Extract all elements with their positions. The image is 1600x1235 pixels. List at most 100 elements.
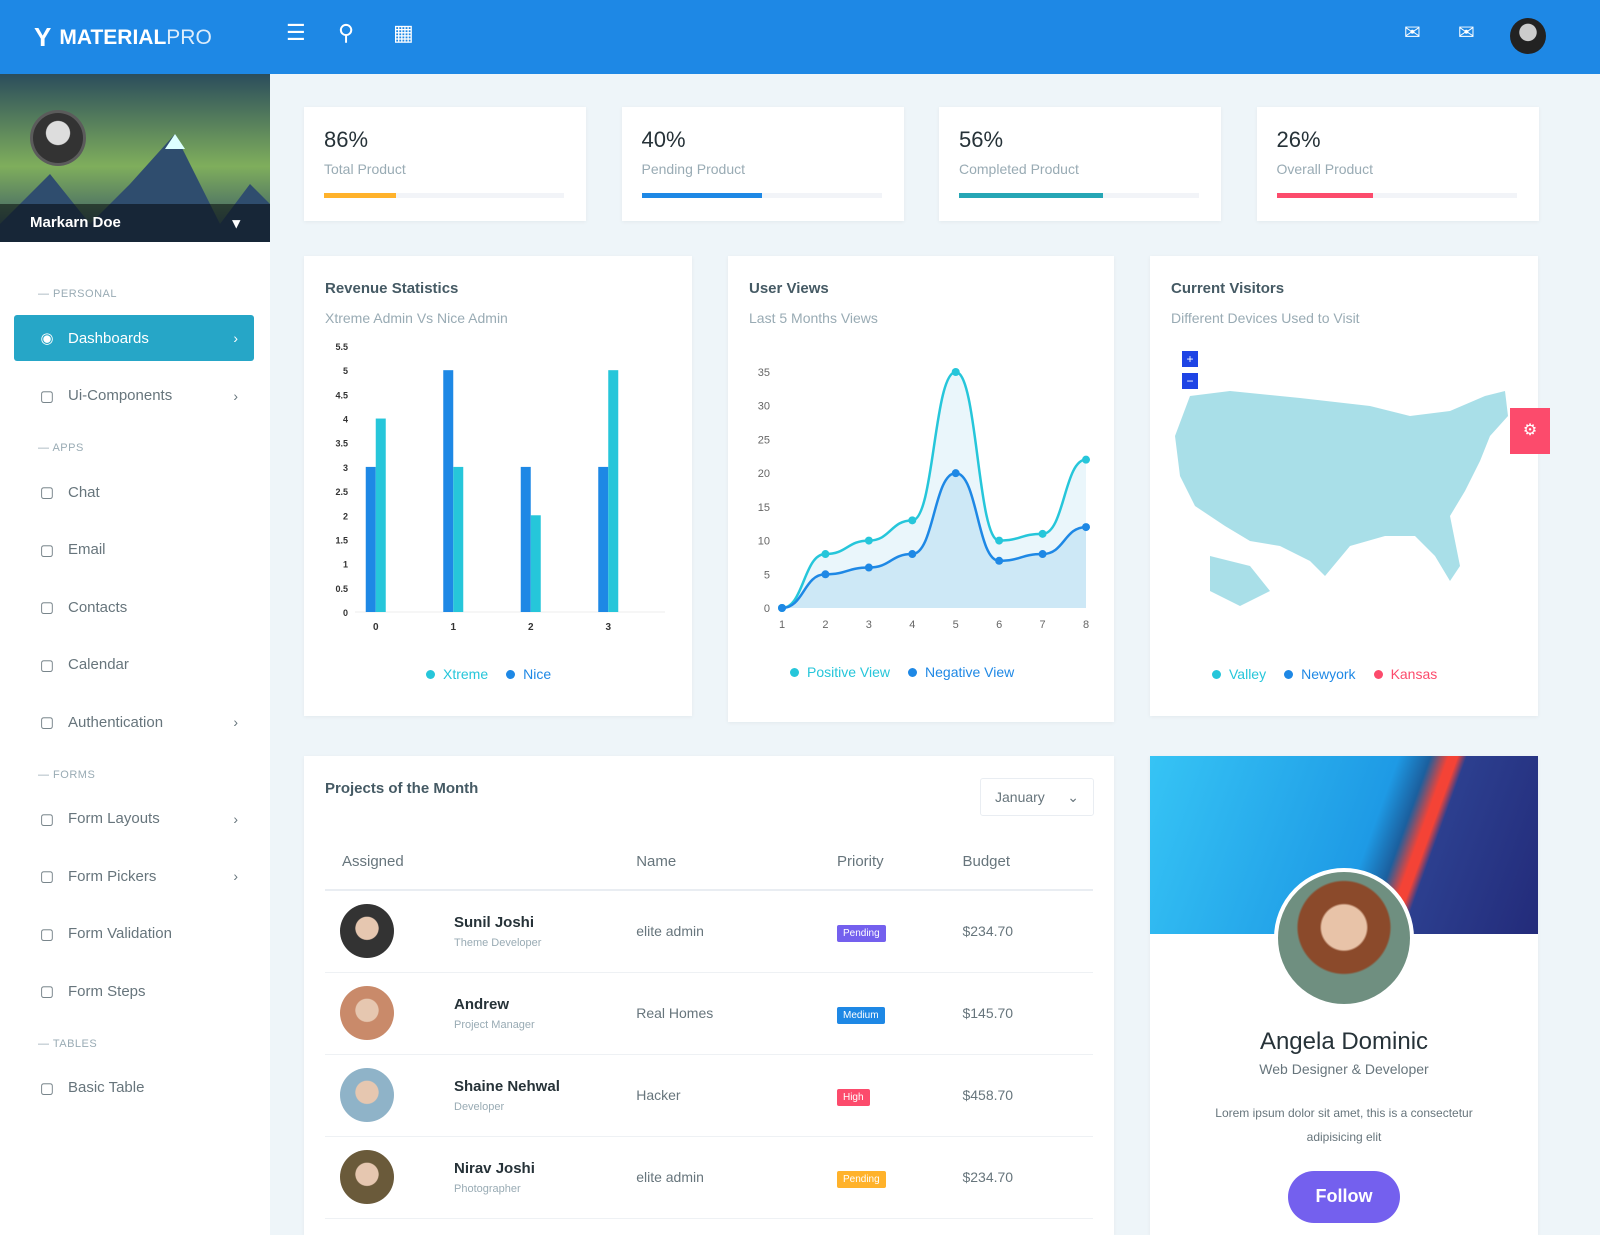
legend-label: Xtreme xyxy=(443,666,489,682)
sidebar-item-label: Contacts xyxy=(68,598,128,616)
stat-progress-bar xyxy=(1276,193,1517,198)
project-name: Real Homes xyxy=(636,972,837,1055)
budget-value: $145.70 xyxy=(962,972,1093,1055)
x-tick-label: 7 xyxy=(1040,619,1046,631)
x-tick-label: 3 xyxy=(605,622,611,633)
column-header: Priority xyxy=(836,834,963,891)
legend-item: Kansas xyxy=(1373,666,1437,682)
brand-logo[interactable]: Y MATERIALPRO xyxy=(34,22,212,53)
table-row[interactable]: Sunil Joshi Theme Developer elite admin Pen… xyxy=(325,890,1093,973)
nav-section-caption: — PERSONAL xyxy=(38,288,117,300)
priority-cell: Pending xyxy=(836,890,963,973)
y-tick-label: 5.5 xyxy=(335,342,348,352)
sidebar-item-form-steps[interactable]: ▢ Form Steps xyxy=(14,968,254,1014)
chevron-right-icon: › xyxy=(233,330,238,346)
x-tick-label: 8 xyxy=(1083,619,1089,631)
logo-icon: Y xyxy=(34,22,52,52)
assignee-name: Andrew xyxy=(454,995,510,1013)
sidebar-item-label: Chat xyxy=(68,483,100,501)
project-name: Hacker xyxy=(636,1054,837,1137)
menu-icon[interactable]: ☰ xyxy=(286,20,306,45)
y-tick-label: 15 xyxy=(758,502,770,514)
table-row[interactable]: Andrew Project Manager Real Homes Medium $14… xyxy=(325,972,1093,1055)
profile-card: Angela Dominic Web Designer & Developer … xyxy=(1150,756,1538,1235)
series-line xyxy=(781,370,1087,610)
table-row[interactable]: Shaine Nehwal Developer Hacker High $458.70 xyxy=(325,1054,1093,1137)
table-row[interactable]: Nirav Joshi Photographer elite admin Pendin… xyxy=(325,1136,1093,1219)
usa-map xyxy=(1175,391,1508,606)
map-zoom-out-button[interactable]: − xyxy=(1182,373,1198,389)
y-tick-label: 1 xyxy=(343,560,348,570)
components-icon: ▢ xyxy=(39,387,55,405)
sidebar-item-form-validation[interactable]: ▢ Form Validation xyxy=(14,911,254,957)
calendar-icon: ▢ xyxy=(39,656,55,674)
month-select[interactable]: January ⌄ xyxy=(980,778,1094,816)
data-point xyxy=(951,469,960,478)
area-1 xyxy=(782,473,1086,608)
sidebar-item-basic-table[interactable]: ▢ Basic Table xyxy=(14,1065,254,1111)
sidebar-item-label: Email xyxy=(68,541,106,558)
legend-item: Valley xyxy=(1212,666,1266,682)
assignee-role: Photographer xyxy=(454,1182,521,1195)
mail-icon[interactable]: ✉ xyxy=(1458,22,1475,44)
assignee-avatar xyxy=(340,1150,394,1204)
sidebar-item-contacts[interactable]: ▢ Contacts xyxy=(14,584,254,630)
legend-item: Positive View xyxy=(790,664,890,680)
map-zoom-in-button[interactable]: + xyxy=(1182,351,1198,367)
sidebar-item-email[interactable]: ▢ Email xyxy=(14,527,254,573)
data-point xyxy=(995,556,1004,565)
assignee-role: Project Manager xyxy=(454,1018,535,1031)
priority-cell: Medium xyxy=(836,972,963,1055)
sidebar-item-label: Dashboards xyxy=(68,329,149,347)
sidebar-item-dashboards[interactable]: ◉ Dashboards › xyxy=(14,315,254,361)
user-views-area-chart: 0 5 10 15 20 25 30 35 1 2 3 4 5 6 7 8 xyxy=(758,367,1090,631)
projects-table: Assigned Name Priority Budget Sunil Joshi Th… xyxy=(325,834,1093,1219)
column-header: Assigned xyxy=(325,834,637,891)
sidebar-item-form-layouts[interactable]: ▢ Form Layouts › xyxy=(14,796,254,842)
y-tick-label: 35 xyxy=(758,367,770,379)
search-icon[interactable]: ⚲ xyxy=(338,20,355,45)
y-tick-label: 5 xyxy=(343,366,348,376)
bar-nice xyxy=(365,466,376,612)
priority-cell: Pending xyxy=(836,1136,963,1219)
x-tick-label: 2 xyxy=(528,622,534,633)
user-profile-toggle[interactable]: Markarn Doe ▾ xyxy=(0,204,270,242)
project-name: elite admin xyxy=(636,890,837,973)
apps-grid-icon[interactable]: ▦ xyxy=(393,20,414,45)
sidebar-item-form-pickers[interactable]: ▢ Form Pickers › xyxy=(14,853,254,899)
priority-badge: Medium xyxy=(836,1007,885,1024)
profile-bio: Lorem ipsum dolor sit amet, this is a co… xyxy=(1215,1106,1473,1144)
stat-progress-bar xyxy=(324,193,564,198)
message-icon[interactable]: ✉ xyxy=(1404,22,1421,44)
legend-item: Negative View xyxy=(908,664,1014,680)
legend-dot xyxy=(908,668,918,677)
settings-gear-icon[interactable]: ⚙ xyxy=(1510,408,1550,454)
assignee-avatar xyxy=(340,1068,394,1122)
legend-item: Newyork xyxy=(1284,666,1356,682)
user-avatar xyxy=(30,110,86,166)
stat-card: 56% Completed Product xyxy=(939,107,1221,221)
card-subtitle: Last 5 Months Views xyxy=(749,310,878,326)
y-tick-label: 10 xyxy=(758,536,770,548)
legend-dot xyxy=(426,670,435,679)
profile-name: Angela Dominic xyxy=(1259,1028,1429,1055)
y-tick-label: 20 xyxy=(758,468,770,480)
sidebar-item-chat[interactable]: ▢ Chat xyxy=(14,469,254,515)
data-point xyxy=(821,570,830,579)
user-avatar[interactable] xyxy=(1510,18,1546,54)
follow-button[interactable]: Follow xyxy=(1288,1171,1400,1223)
sidebar-item-authentication[interactable]: ▢ Authentication › xyxy=(14,699,254,745)
y-tick-label: 5 xyxy=(764,569,770,581)
y-tick-label: 1.5 xyxy=(335,535,348,545)
card-subtitle: Xtreme Admin Vs Nice Admin xyxy=(325,310,508,326)
priority-cell: High xyxy=(836,1054,963,1137)
assignee-name: Nirav Joshi xyxy=(454,1159,535,1177)
sidebar-item-calendar[interactable]: ▢ Calendar xyxy=(14,642,254,688)
stat-value: 56% xyxy=(959,127,1004,152)
form-icon: ▢ xyxy=(39,810,55,828)
legend-dot xyxy=(1284,670,1294,679)
legend-label: Nice xyxy=(523,666,552,682)
gauge-icon: ◉ xyxy=(40,330,54,347)
stat-card: 86% Total Product xyxy=(304,107,586,221)
sidebar-item-ui-components[interactable]: ▢ Ui-Components › xyxy=(14,373,254,419)
